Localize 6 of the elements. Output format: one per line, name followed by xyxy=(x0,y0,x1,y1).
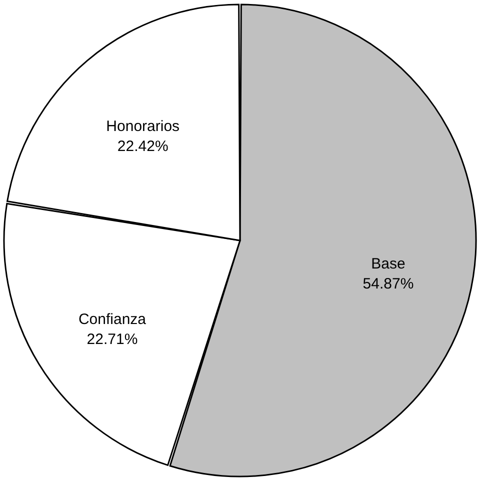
data-label: 22.71% xyxy=(86,331,138,348)
slice-label: Base xyxy=(371,255,406,272)
slice-label: Confianza xyxy=(78,311,147,328)
data-label: 22.42% xyxy=(117,138,168,156)
slice-label: Honorarios xyxy=(106,118,180,136)
data-label: 54.87% xyxy=(362,275,414,292)
